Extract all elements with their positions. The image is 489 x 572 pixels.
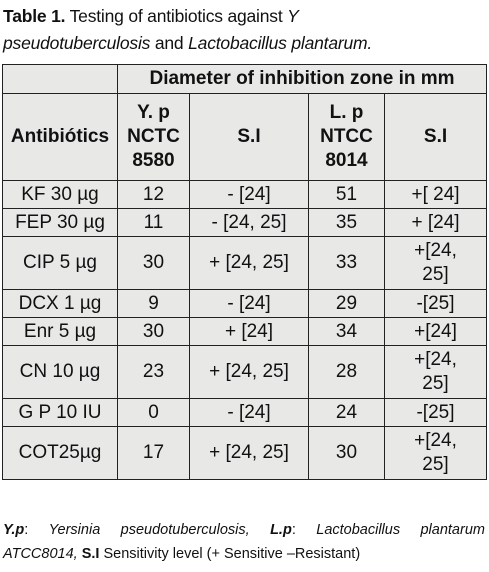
footnote-si-text: Sensitivity level (+ Sensitive –Resistan… <box>99 546 361 562</box>
caption-label: Table 1. <box>3 6 66 26</box>
header-yp: Y. p NCTC 8580 <box>117 93 190 181</box>
caption-italic-2: pseudotuberculosis <box>3 33 151 53</box>
group-header: Diameter of inhibition zone in mm <box>116 64 488 94</box>
antibiotic-name-cell: DCX 1 µg <box>2 289 118 318</box>
lp-si-line: -[25] <box>416 292 455 314</box>
lp-si-line: +[ 24] <box>411 183 460 205</box>
lp-si-line: +[24, <box>414 349 457 370</box>
lp-si-cell: +[24] <box>383 317 488 346</box>
yp-value-cell: 30 <box>117 317 190 346</box>
yp-value-cell: 11 <box>117 208 190 237</box>
table-caption: Table 1. Testing of antibiotics against … <box>3 3 485 57</box>
lp-value-cell: 29 <box>308 289 385 318</box>
footnote-strain: ATCC8014, <box>3 546 78 562</box>
yp-si-cell: + [24, 25] <box>189 236 309 290</box>
header-lp-line-2: NTCC <box>320 126 373 147</box>
lp-si-line: 25] <box>422 454 449 475</box>
lp-si-cell: + [24] <box>383 208 488 237</box>
caption-italic-3: Lactobacillus plantarum. <box>188 33 373 53</box>
antibiotic-name-cell: CN 10 µg <box>2 345 118 399</box>
table-row: CIP 5 µg 30 + [24, 25] 33 +[24, 25] <box>2 236 488 290</box>
lp-si-line: + [24] <box>411 211 460 233</box>
antibiotic-name-cell: Enr 5 µg <box>2 317 118 346</box>
table-row: G P 10 IU 0- [24] 24 -[25] <box>2 398 488 427</box>
header-si-1: S.I <box>189 93 309 181</box>
table-row: FEP 30 µg 11- [24, 25] 35 + [24] <box>2 208 488 237</box>
lp-si-cell: +[24, 25] <box>383 345 488 399</box>
yp-si-cell: + [24] <box>189 317 309 346</box>
lp-si-line: +[24, <box>414 240 457 261</box>
header-si-2: S.I <box>383 93 488 181</box>
yp-si-cell: + [24, 25] <box>189 426 309 480</box>
lp-value-cell: 28 <box>308 345 385 399</box>
yp-si-cell: - [24] <box>189 180 309 209</box>
table-row: DCX 1 µg 9- [24] 29 -[25] <box>2 289 488 318</box>
lp-value-cell: 34 <box>308 317 385 346</box>
yp-si-cell: - [24] <box>189 289 309 318</box>
caption-text-1: Testing of antibiotics against <box>65 6 288 26</box>
table-row: COT25µg 17 + [24, 25] 30 +[24, 25] <box>2 426 488 480</box>
yp-value-cell: 9 <box>117 289 190 318</box>
header-lp-line-1: L. p <box>329 102 364 123</box>
table-row: Enr 5 µg 30 + [24] 34 +[24] <box>2 317 488 346</box>
footnote-lp-full-2: plantarum <box>420 522 485 538</box>
yp-value-cell: 17 <box>117 426 190 480</box>
lp-value-cell: 30 <box>308 426 385 480</box>
lp-si-cell: +[ 24] <box>383 180 488 209</box>
lp-value-cell: 35 <box>308 208 385 237</box>
footnote-yp-abbr: Y.p <box>3 522 25 538</box>
antibiotic-name-cell: FEP 30 µg <box>2 208 118 237</box>
footnote-lp-abbr: L.p <box>270 522 292 538</box>
lp-si-line: 25] <box>422 373 449 394</box>
table-row: CN 10 µg 23 + [24, 25] 28 +[24, 25] <box>2 345 488 399</box>
yp-value-cell: 12 <box>117 180 190 209</box>
yp-si-cell: - [24] <box>189 398 309 427</box>
header-yp-line-2: NCTC <box>127 126 180 147</box>
footnote-lp-full: Lactobacillus <box>316 522 401 538</box>
lp-si-line: +[24, <box>414 430 457 451</box>
lp-si-line: +[24] <box>414 320 457 342</box>
header-yp-line-1: Y. p <box>137 102 170 123</box>
header-lp: L. p NTCC 8014 <box>308 93 385 181</box>
antibiotic-name-cell: KF 30 µg <box>2 180 118 209</box>
header-empty-cell <box>2 64 118 94</box>
antibiotic-name-cell: CIP 5 µg <box>2 236 118 290</box>
table-footnote: Y.p: Yersinia pseudotuberculosis, L.p: L… <box>3 518 485 566</box>
antibiotic-name-cell: COT25µg <box>2 426 118 480</box>
yp-si-cell: - [24, 25] <box>189 208 309 237</box>
yp-value-cell: 30 <box>117 236 190 290</box>
header-lp-line-3: 8014 <box>325 150 368 171</box>
header-antibiotics: Antibiótics <box>2 93 118 181</box>
footnote-line-2: ATCC8014, S.I Sensitivity level (+ Sensi… <box>3 542 485 566</box>
antibiotics-table: Diameter of inhibition zone in mm Antibi… <box>2 64 488 480</box>
antibiotic-name-cell: G P 10 IU <box>2 398 118 427</box>
lp-si-cell: +[24, 25] <box>383 426 488 480</box>
yp-value-cell: 23 <box>117 345 190 399</box>
lp-value-cell: 51 <box>308 180 385 209</box>
lp-si-line: 25] <box>422 264 449 285</box>
lp-si-cell: -[25] <box>383 289 488 318</box>
lp-value-cell: 24 <box>308 398 385 427</box>
lp-si-line: -[25] <box>416 401 455 423</box>
lp-si-cell: -[25] <box>383 398 488 427</box>
footnote-si-abbr: S.I <box>81 546 100 562</box>
header-yp-line-3: 8580 <box>132 150 175 171</box>
lp-value-cell: 33 <box>308 236 385 290</box>
footnote-yp-full: Yersinia <box>48 522 101 538</box>
footnote-line-1: Y.p: Yersinia pseudotuberculosis, L.p: L… <box>3 518 485 542</box>
caption-text-2: and <box>150 33 189 53</box>
footnote-yp-full-2: pseudotuberculosis, <box>120 522 250 538</box>
table-row: KF 30 µg 12- [24] 51 +[ 24] <box>2 180 488 209</box>
lp-si-cell: +[24, 25] <box>383 236 488 290</box>
caption-italic-1: Y <box>287 6 299 26</box>
yp-si-cell: + [24, 25] <box>189 345 309 399</box>
yp-value-cell: 0 <box>117 398 190 427</box>
